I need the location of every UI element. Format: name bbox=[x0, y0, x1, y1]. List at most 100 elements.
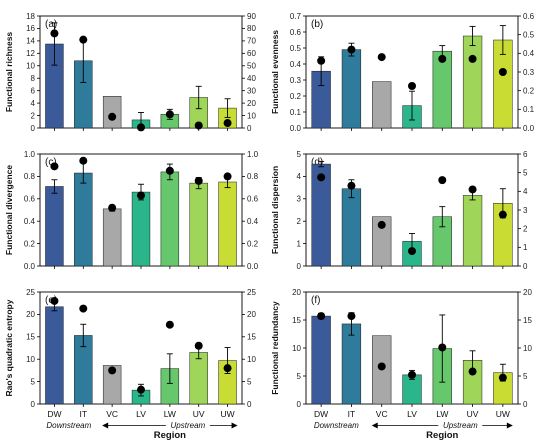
left-tick-label: 15 bbox=[26, 333, 35, 342]
x-axis-title: Region bbox=[426, 430, 458, 440]
left-tick-label: 0.2 bbox=[290, 92, 302, 101]
category-label-VC: VC bbox=[376, 409, 388, 419]
category-label-LV: LV bbox=[407, 409, 417, 419]
right-tick-label: 50 bbox=[247, 62, 256, 71]
right-tick-label: 0.3 bbox=[523, 68, 535, 77]
point-IT bbox=[79, 304, 88, 313]
category-label-VC: VC bbox=[106, 409, 118, 419]
point-UV bbox=[194, 176, 203, 185]
left-tick-label: 0.8 bbox=[24, 172, 36, 181]
left-tick-label: 10 bbox=[26, 355, 35, 364]
point-UV bbox=[468, 185, 477, 194]
point-UW bbox=[498, 373, 507, 382]
left-tick-label: 25 bbox=[26, 288, 35, 297]
right-tick-label: 0.4 bbox=[523, 49, 535, 58]
point-UV bbox=[194, 121, 203, 130]
left-tick-label: 0.0 bbox=[24, 262, 36, 271]
panel-label: (c) bbox=[45, 157, 57, 168]
left-tick-label: 4 bbox=[297, 172, 302, 181]
category-label-DW: DW bbox=[47, 409, 61, 419]
right-tick-label: 15 bbox=[523, 316, 532, 325]
y-axis-label: Functional redundancy bbox=[270, 301, 280, 395]
bar-IT bbox=[74, 172, 93, 267]
right-tick-label: 0 bbox=[247, 124, 252, 133]
left-tick-label: 0.6 bbox=[24, 195, 36, 204]
category-label-UV: UV bbox=[467, 409, 479, 419]
right-tick-label: 10 bbox=[247, 355, 256, 364]
point-VC bbox=[108, 366, 117, 375]
right-tick-label: 20 bbox=[247, 310, 256, 319]
arrow-head-left bbox=[102, 422, 109, 429]
right-tick-label: 90 bbox=[247, 12, 256, 21]
bar-DW bbox=[45, 186, 64, 267]
left-tick-label: 2 bbox=[31, 111, 36, 120]
bar-IT bbox=[341, 49, 362, 129]
left-tick-label: 15 bbox=[292, 316, 301, 325]
point-LV bbox=[137, 123, 145, 132]
bar-LW bbox=[160, 171, 180, 267]
bar-VC bbox=[102, 96, 122, 129]
right-tick-label: 5 bbox=[523, 372, 528, 381]
right-tick-label: 40 bbox=[247, 74, 256, 83]
point-UW bbox=[498, 210, 507, 219]
right-tick-label: 5 bbox=[523, 168, 528, 177]
right-tick-label: 0.6 bbox=[523, 12, 535, 21]
point-LW bbox=[165, 166, 174, 175]
right-tick-label: 0.4 bbox=[247, 217, 259, 226]
point-UV bbox=[468, 367, 477, 376]
x-axis-title: Region bbox=[154, 430, 186, 440]
bar-IT bbox=[341, 188, 362, 267]
point-LV bbox=[137, 191, 145, 200]
category-label-LV: LV bbox=[136, 409, 146, 419]
point-DW bbox=[317, 173, 326, 182]
right-tick-label: 0.0 bbox=[523, 124, 535, 133]
bar-IT bbox=[341, 323, 362, 405]
category-label-LW: LW bbox=[164, 409, 176, 419]
right-tick-label: 1.0 bbox=[247, 150, 259, 159]
point-LW bbox=[438, 343, 447, 352]
point-IT bbox=[79, 156, 88, 165]
left-tick-label: 10 bbox=[292, 344, 301, 353]
point-DW bbox=[317, 56, 326, 65]
right-tick-label: 0.5 bbox=[523, 30, 535, 39]
bar-UV bbox=[189, 182, 208, 267]
panel-c: 0.0 0.2 0.4 0.6 0.8 1.0 0.0 0.2 0.4 0.6 0.8 1.0 Func… bbox=[4, 150, 259, 271]
category-label-UW: UW bbox=[496, 409, 510, 419]
left-tick-label: 5 bbox=[31, 377, 36, 386]
point-VC bbox=[377, 220, 386, 229]
right-tick-label: 0.2 bbox=[247, 239, 259, 248]
category-label-DW: DW bbox=[314, 409, 328, 419]
left-tick-label: 3 bbox=[297, 195, 302, 204]
point-IT bbox=[347, 181, 356, 190]
point-IT bbox=[347, 312, 356, 321]
left-tick-label: 4 bbox=[31, 99, 36, 108]
right-tick-label: 10 bbox=[523, 344, 532, 353]
bar-VC bbox=[102, 208, 122, 267]
point-VC bbox=[377, 53, 386, 62]
left-tick-label: 2 bbox=[297, 217, 302, 226]
panel-a: 0 2 4 6 8 10 12 14 16 18 0 10 20 30 40 50 60 70 80 90 Functi… bbox=[4, 12, 256, 133]
point-UV bbox=[194, 341, 203, 350]
point-UW bbox=[498, 68, 507, 76]
right-tick-label: 0.2 bbox=[523, 86, 535, 95]
left-tick-label: 5 bbox=[297, 372, 302, 381]
left-tick-label: 14 bbox=[26, 37, 35, 46]
bar-VC bbox=[372, 81, 392, 129]
point-UW bbox=[223, 364, 232, 373]
left-tick-label: 0 bbox=[31, 400, 36, 409]
right-tick-label: 20 bbox=[523, 288, 532, 297]
right-tick-label: 15 bbox=[247, 333, 256, 342]
left-tick-label: 20 bbox=[292, 288, 301, 297]
right-tick-label: 0.8 bbox=[247, 172, 259, 181]
plot-frame bbox=[39, 15, 243, 129]
y-axis-label: Functional dispersion bbox=[270, 166, 280, 254]
y-axis-label: Rao's quadratic entropy bbox=[4, 299, 14, 396]
point-DW bbox=[50, 296, 59, 305]
point-LW bbox=[438, 54, 447, 63]
panel-label: (a) bbox=[45, 19, 57, 30]
point-LV bbox=[408, 82, 416, 90]
right-tick-label: 0 bbox=[247, 400, 252, 409]
left-tick-label: 0.6 bbox=[290, 28, 302, 37]
left-tick-label: 1 bbox=[297, 239, 302, 248]
